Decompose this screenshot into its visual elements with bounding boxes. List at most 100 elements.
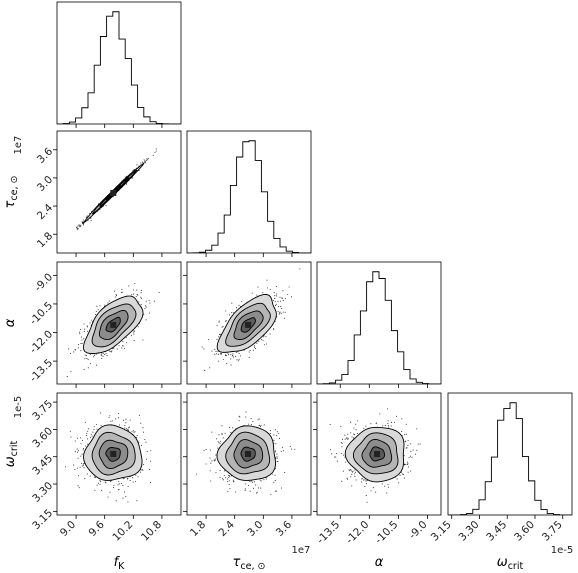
scatter-point: [74, 348, 76, 350]
scatter-point: [77, 347, 79, 349]
x-axis-label-alpha: α: [375, 555, 384, 570]
scatter-point: [228, 483, 230, 485]
scatter-point: [330, 449, 332, 451]
panel-frame: [56, 261, 182, 385]
scatter-point: [84, 358, 86, 360]
x-tick-label: 10.2: [110, 519, 135, 544]
scatter-point: [387, 420, 389, 422]
scatter-point: [87, 358, 89, 361]
scatter-point: [225, 320, 227, 322]
scatter-point: [226, 362, 228, 364]
scatter-point: [118, 483, 120, 485]
scatter-point: [154, 151, 156, 153]
scatter-point: [215, 353, 217, 355]
scatter-point: [128, 429, 130, 431]
scatter-point: [148, 299, 150, 301]
scatter-point: [353, 433, 355, 435]
scatter-point: [238, 420, 240, 422]
scatter-point: [81, 453, 83, 455]
scatter-point: [132, 481, 134, 483]
x-axis-label-omega-main: ω: [497, 555, 508, 570]
scatter-point: [76, 226, 78, 228]
scatter-point: [221, 425, 223, 427]
scatter-point: [375, 491, 377, 493]
scatter-point: [401, 473, 404, 475]
scatter-point: [232, 427, 234, 429]
scatter-point: [144, 307, 146, 310]
scatter-point: [209, 470, 211, 472]
panel-frame: [186, 392, 312, 516]
scatter-point: [64, 466, 67, 468]
scatter-point: [136, 164, 138, 166]
density-peak: [110, 189, 117, 196]
scatter-point: [361, 477, 363, 479]
scatter-point: [78, 487, 80, 489]
scatter-point: [284, 471, 286, 473]
scatter-point: [104, 353, 106, 356]
scatter-point: [208, 338, 210, 341]
scatter-point: [280, 450, 282, 453]
scatter-point: [142, 162, 144, 164]
scatter-point: [398, 482, 400, 484]
scatter-point: [350, 469, 352, 471]
scatter-point: [229, 426, 231, 428]
scatter-point: [82, 448, 84, 450]
scatter-point: [89, 475, 91, 477]
scatter-point: [245, 416, 247, 418]
scatter-point: [274, 490, 276, 492]
density-peak: [245, 321, 252, 328]
scatter-point: [401, 418, 403, 420]
scatter-point: [219, 443, 221, 445]
scatter-point: [275, 305, 277, 307]
scatter-point: [344, 438, 346, 440]
y-axis-label-alpha: α: [3, 318, 18, 327]
scatter-point: [255, 492, 258, 494]
scatter-point: [77, 225, 79, 227]
scatter-point: [121, 288, 123, 291]
scatter-point: [249, 490, 251, 492]
scatter-point: [379, 413, 381, 415]
scatter-point: [84, 478, 86, 480]
scatter-point: [362, 479, 365, 481]
scatter-point: [115, 500, 117, 502]
scatter-point: [84, 421, 86, 423]
scatter-point: [90, 219, 92, 222]
scatter-point: [145, 306, 147, 308]
panel-frame: [186, 130, 312, 254]
scatter-point: [241, 300, 243, 303]
scatter-point: [84, 354, 86, 356]
scatter-point: [404, 434, 406, 436]
scatter-point: [140, 297, 142, 299]
scatter-point: [402, 473, 405, 476]
scatter-point: [288, 286, 290, 288]
scatter-point: [283, 317, 285, 319]
scatter-point: [209, 449, 211, 451]
scatter-point: [347, 433, 349, 435]
scatter-point: [214, 458, 216, 460]
scatter-point: [123, 491, 126, 493]
x-tick-label: 3.45: [484, 519, 509, 544]
scatter-point: [107, 496, 109, 498]
scatter-point: [405, 423, 407, 425]
panel-tau-fK: 1.8 2.4 3.0 3.6: [35, 130, 182, 257]
scatter-point: [365, 483, 368, 485]
scatter-point: [221, 433, 223, 435]
scatter-point: [87, 367, 89, 369]
scatter-point: [341, 442, 343, 444]
scatter-point: [81, 462, 83, 464]
scatter-point: [76, 437, 78, 439]
y-tick-label: 2.4: [35, 202, 56, 223]
scatter-point: [152, 154, 154, 156]
scatter-point: [96, 428, 98, 430]
scatter-point: [209, 457, 211, 459]
scatter-point: [94, 489, 96, 491]
scatter-point: [403, 464, 405, 466]
scatter-point: [74, 468, 76, 471]
scatter-point: [417, 443, 419, 445]
scatter-point: [226, 478, 228, 480]
scatter-point: [80, 343, 82, 345]
scatter-point: [235, 491, 237, 493]
scatter-point: [278, 437, 281, 440]
scatter-point: [142, 339, 144, 341]
scatter-point: [384, 424, 386, 427]
